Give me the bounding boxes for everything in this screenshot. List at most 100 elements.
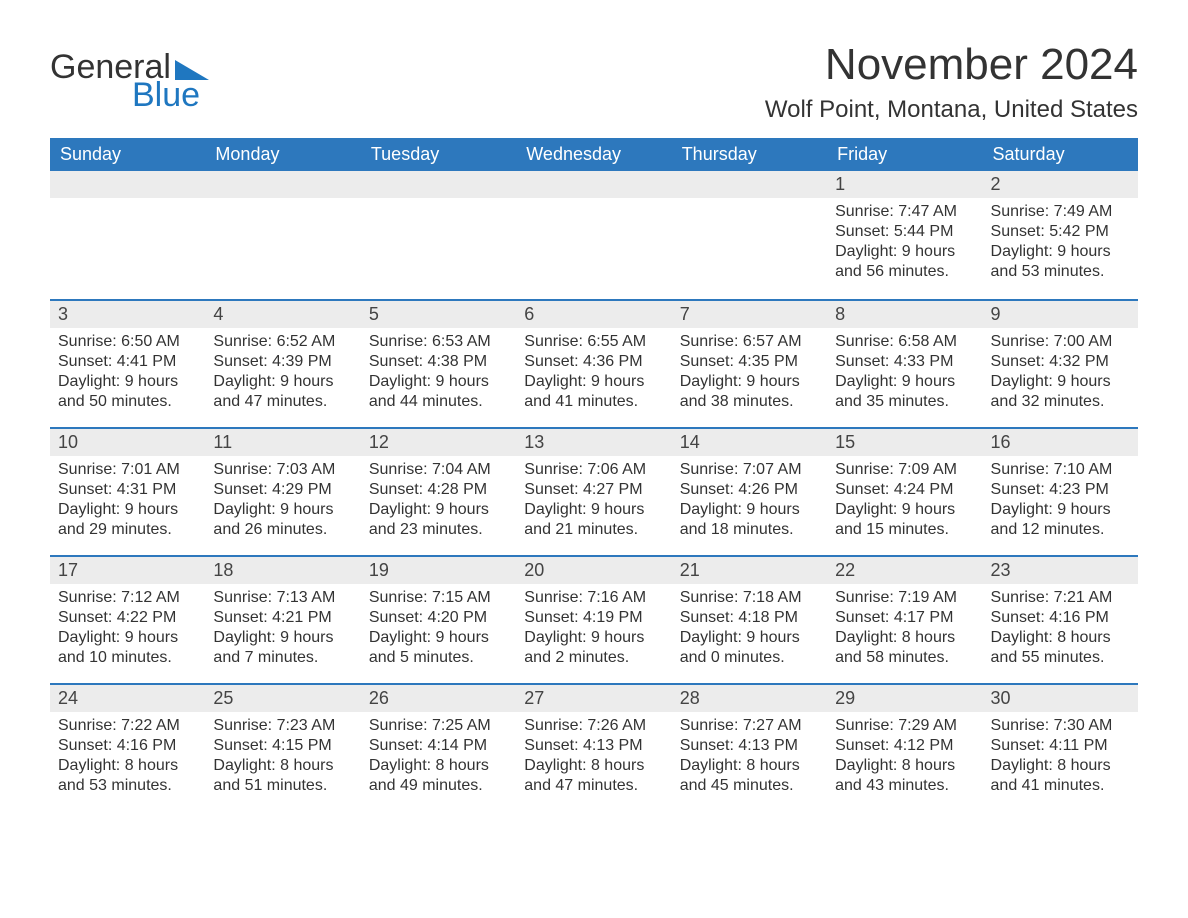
sunrise-line: Sunrise: 7:16 AM	[524, 588, 663, 608]
day-number	[672, 171, 827, 198]
day-number: 26	[361, 685, 516, 712]
day-info: Sunrise: 7:12 AMSunset: 4:22 PMDaylight:…	[50, 588, 205, 668]
day-cell: 18Sunrise: 7:13 AMSunset: 4:21 PMDayligh…	[205, 557, 360, 683]
day-info: Sunrise: 6:57 AMSunset: 4:35 PMDaylight:…	[672, 332, 827, 412]
sunset-line: Sunset: 4:21 PM	[213, 608, 352, 628]
week-row: 24Sunrise: 7:22 AMSunset: 4:16 PMDayligh…	[50, 683, 1138, 811]
day-cell: 13 Sunrise: 7:06 AMSunset: 4:27 PMDayligh…	[516, 429, 671, 555]
daylight-line: Daylight: 9 hours and 5 minutes.	[369, 628, 508, 668]
weekday-header-row: Sunday Monday Tuesday Wednesday Thursday…	[50, 138, 1138, 171]
daylight-line: Daylight: 9 hours and 56 minutes.	[835, 242, 974, 282]
day-number: 28	[672, 685, 827, 712]
day-cell: 21Sunrise: 7:18 AMSunset: 4:18 PMDayligh…	[672, 557, 827, 683]
day-info: Sunrise: 7:15 AMSunset: 4:20 PMDaylight:…	[361, 588, 516, 668]
day-info: Sunrise: 6:55 AMSunset: 4:36 PMDaylight:…	[516, 332, 671, 412]
day-info: Sunrise: 6:50 AMSunset: 4:41 PMDaylight:…	[50, 332, 205, 412]
day-info: Sunrise: 7:04 AMSunset: 4:28 PMDaylight:…	[361, 460, 516, 540]
day-number: 30	[983, 685, 1138, 712]
day-number: 3	[50, 301, 205, 328]
sunrise-line: Sunrise: 7:04 AM	[369, 460, 508, 480]
day-info: Sunrise: 7:30 AMSunset: 4:11 PMDaylight:…	[983, 716, 1138, 796]
day-number: 11	[205, 429, 360, 456]
day-number: 2	[983, 171, 1138, 198]
sunset-line: Sunset: 4:19 PM	[524, 608, 663, 628]
day-number: 14	[672, 429, 827, 456]
logo: General Blue	[50, 50, 209, 112]
day-info: Sunrise: 7:07 AMSunset: 4:26 PMDaylight:…	[672, 460, 827, 540]
day-number: 15	[827, 429, 982, 456]
day-info: Sunrise: 7:13 AMSunset: 4:21 PMDaylight:…	[205, 588, 360, 668]
daylight-line: Daylight: 8 hours and 43 minutes.	[835, 756, 974, 796]
day-cell: 3 Sunrise: 6:50 AMSunset: 4:41 PMDaylight…	[50, 301, 205, 427]
day-number: 9	[983, 301, 1138, 328]
day-info: Sunrise: 7:10 AMSunset: 4:23 PMDaylight:…	[983, 460, 1138, 540]
day-info: Sunrise: 7:03 AMSunset: 4:29 PMDaylight:…	[205, 460, 360, 540]
sunset-line: Sunset: 4:22 PM	[58, 608, 197, 628]
day-number: 21	[672, 557, 827, 584]
day-cell: 16Sunrise: 7:10 AMSunset: 4:23 PMDayligh…	[983, 429, 1138, 555]
day-cell: 10Sunrise: 7:01 AMSunset: 4:31 PMDayligh…	[50, 429, 205, 555]
sunrise-line: Sunrise: 6:50 AM	[58, 332, 197, 352]
daylight-line: Daylight: 9 hours and 21 minutes.	[524, 500, 663, 540]
sunrise-line: Sunrise: 7:06 AM	[524, 460, 663, 480]
daylight-line: Daylight: 9 hours and 50 minutes.	[58, 372, 197, 412]
sunrise-line: Sunrise: 7:10 AM	[991, 460, 1130, 480]
day-cell	[205, 171, 360, 299]
day-info: Sunrise: 7:16 AMSunset: 4:19 PMDaylight:…	[516, 588, 671, 668]
sunset-line: Sunset: 4:27 PM	[524, 480, 663, 500]
daylight-line: Daylight: 8 hours and 49 minutes.	[369, 756, 508, 796]
day-cell: 6 Sunrise: 6:55 AMSunset: 4:36 PMDaylight…	[516, 301, 671, 427]
daylight-line: Daylight: 9 hours and 0 minutes.	[680, 628, 819, 668]
day-number	[50, 171, 205, 198]
day-cell: 20Sunrise: 7:16 AMSunset: 4:19 PMDayligh…	[516, 557, 671, 683]
sunset-line: Sunset: 4:33 PM	[835, 352, 974, 372]
sunset-line: Sunset: 4:32 PM	[991, 352, 1130, 372]
day-cell: 22Sunrise: 7:19 AMSunset: 4:17 PMDayligh…	[827, 557, 982, 683]
location-label: Wolf Point, Montana, United States	[765, 96, 1138, 124]
day-cell: 25Sunrise: 7:23 AMSunset: 4:15 PMDayligh…	[205, 685, 360, 811]
sunset-line: Sunset: 4:13 PM	[680, 736, 819, 756]
day-info: Sunrise: 7:01 AMSunset: 4:31 PMDaylight:…	[50, 460, 205, 540]
weekday-header: Thursday	[672, 138, 827, 171]
day-number: 17	[50, 557, 205, 584]
sunrise-line: Sunrise: 7:25 AM	[369, 716, 508, 736]
day-number: 13	[516, 429, 671, 456]
day-number: 8	[827, 301, 982, 328]
day-info: Sunrise: 6:58 AMSunset: 4:33 PMDaylight:…	[827, 332, 982, 412]
weekday-header: Wednesday	[516, 138, 671, 171]
sunset-line: Sunset: 4:23 PM	[991, 480, 1130, 500]
daylight-line: Daylight: 9 hours and 23 minutes.	[369, 500, 508, 540]
sunrise-line: Sunrise: 6:57 AM	[680, 332, 819, 352]
day-cell	[361, 171, 516, 299]
day-info: Sunrise: 6:52 AMSunset: 4:39 PMDaylight:…	[205, 332, 360, 412]
day-info: Sunrise: 7:26 AMSunset: 4:13 PMDaylight:…	[516, 716, 671, 796]
day-number: 23	[983, 557, 1138, 584]
day-number: 19	[361, 557, 516, 584]
sunrise-line: Sunrise: 7:47 AM	[835, 202, 974, 222]
daylight-line: Daylight: 9 hours and 15 minutes.	[835, 500, 974, 540]
day-number: 6	[516, 301, 671, 328]
sunrise-line: Sunrise: 6:58 AM	[835, 332, 974, 352]
daylight-line: Daylight: 8 hours and 47 minutes.	[524, 756, 663, 796]
daylight-line: Daylight: 8 hours and 53 minutes.	[58, 756, 197, 796]
sunrise-line: Sunrise: 7:09 AM	[835, 460, 974, 480]
day-cell: 2Sunrise: 7:49 AMSunset: 5:42 PMDaylight…	[983, 171, 1138, 299]
sunrise-line: Sunrise: 7:07 AM	[680, 460, 819, 480]
weeks-container: 1Sunrise: 7:47 AMSunset: 5:44 PMDaylight…	[50, 171, 1138, 811]
weekday-header: Friday	[827, 138, 982, 171]
sunrise-line: Sunrise: 7:13 AM	[213, 588, 352, 608]
sunset-line: Sunset: 4:16 PM	[58, 736, 197, 756]
day-cell	[516, 171, 671, 299]
sunset-line: Sunset: 4:16 PM	[991, 608, 1130, 628]
day-cell: 26Sunrise: 7:25 AMSunset: 4:14 PMDayligh…	[361, 685, 516, 811]
day-cell: 4Sunrise: 6:52 AMSunset: 4:39 PMDaylight…	[205, 301, 360, 427]
weekday-header: Tuesday	[361, 138, 516, 171]
day-cell: 7Sunrise: 6:57 AMSunset: 4:35 PMDaylight…	[672, 301, 827, 427]
sunrise-line: Sunrise: 7:49 AM	[991, 202, 1130, 222]
day-number	[361, 171, 516, 198]
sunrise-line: Sunrise: 7:29 AM	[835, 716, 974, 736]
daylight-line: Daylight: 8 hours and 51 minutes.	[213, 756, 352, 796]
day-cell: 14 Sunrise: 7:07 AMSunset: 4:26 PMDayligh…	[672, 429, 827, 555]
daylight-line: Daylight: 8 hours and 58 minutes.	[835, 628, 974, 668]
day-info: Sunrise: 7:29 AMSunset: 4:12 PMDaylight:…	[827, 716, 982, 796]
